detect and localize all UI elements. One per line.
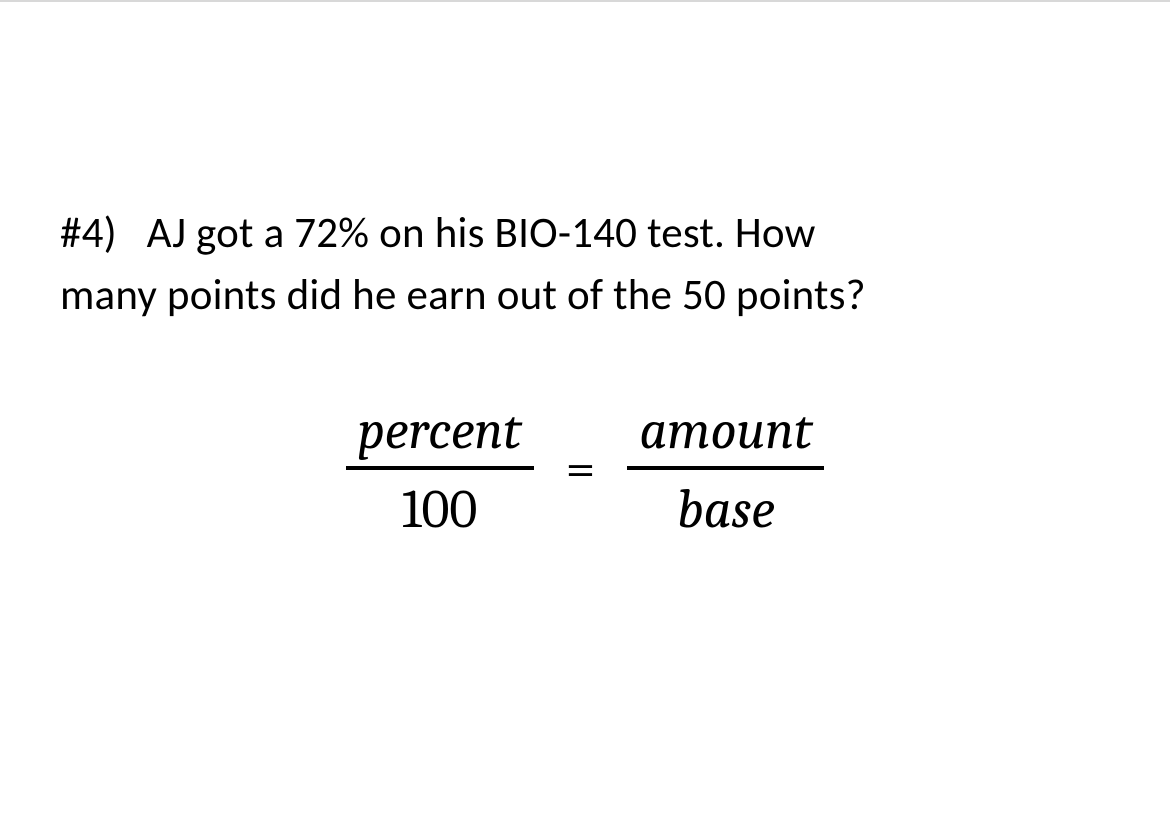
slide-content: #4) AJ got a 72% on his BIO-140 test. Ho… bbox=[60, 202, 1110, 543]
question-number: #4) bbox=[60, 206, 117, 259]
fraction-right: amount base bbox=[627, 397, 824, 544]
fraction-bar-left bbox=[346, 466, 534, 470]
right-numerator: amount bbox=[627, 397, 824, 464]
formula-equation: percent 100 = amount base bbox=[60, 397, 1110, 544]
right-denominator: base bbox=[665, 476, 787, 543]
question-line-2: many points did he earn out of the 50 po… bbox=[60, 264, 1110, 326]
fraction-bar-right bbox=[627, 466, 824, 470]
question-line-1: AJ got a 72% on his BIO-140 test. How bbox=[147, 206, 816, 259]
left-denominator: 100 bbox=[390, 476, 489, 543]
question-text: #4) AJ got a 72% on his BIO-140 test. Ho… bbox=[60, 202, 1110, 264]
left-numerator: percent bbox=[346, 397, 534, 464]
fraction-left: percent 100 bbox=[346, 397, 534, 544]
equals-sign: = bbox=[562, 437, 600, 500]
